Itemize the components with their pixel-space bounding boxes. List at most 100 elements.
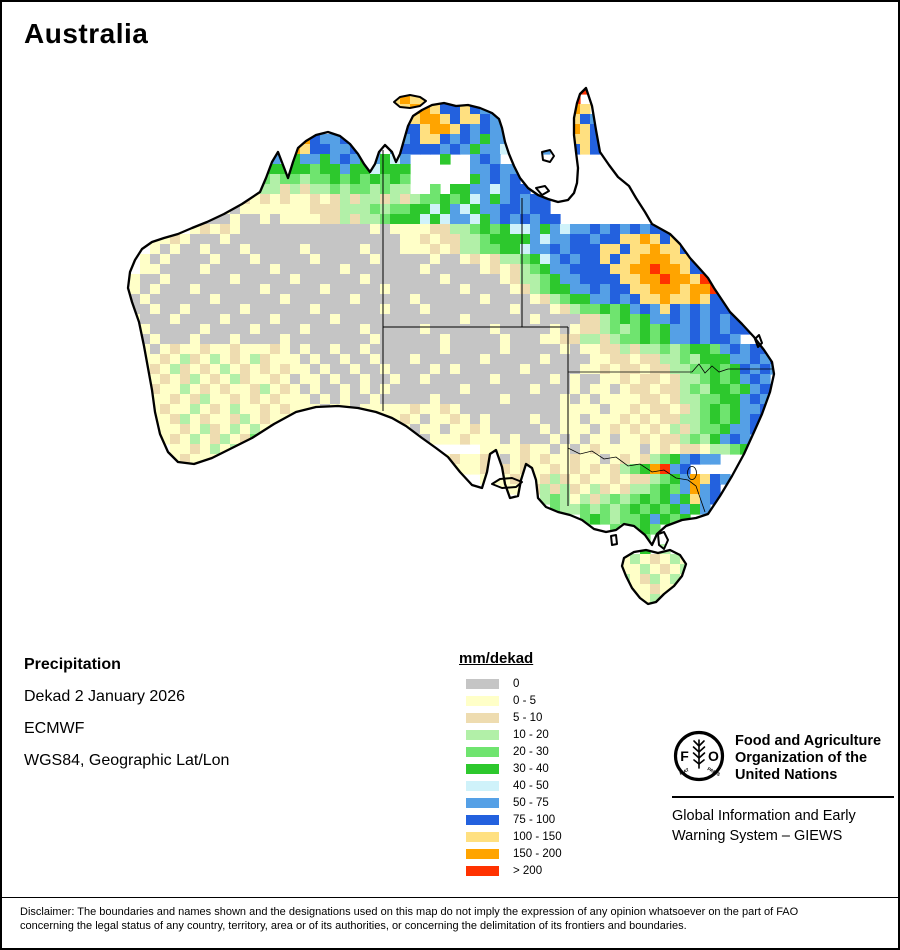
precip-cell	[310, 234, 321, 245]
precip-cell	[430, 434, 441, 445]
precip-cell	[440, 274, 451, 285]
precip-cell	[390, 284, 401, 295]
precip-cell	[270, 184, 281, 195]
precip-cell	[220, 364, 231, 375]
precip-cell	[290, 284, 301, 295]
precip-cell	[460, 354, 471, 365]
precip-cell	[290, 234, 301, 245]
precip-cell	[230, 304, 241, 315]
precip-cell	[640, 294, 651, 305]
precip-cell	[380, 434, 391, 445]
precip-cell	[250, 154, 261, 165]
precip-cell	[630, 304, 641, 315]
precip-cell	[460, 194, 471, 205]
precip-cell	[350, 434, 361, 445]
precip-cell	[480, 384, 491, 395]
precip-cell	[580, 464, 591, 475]
precip-cell	[520, 314, 531, 325]
precip-cell	[150, 284, 161, 295]
precip-cell	[240, 174, 251, 185]
precip-cell	[420, 314, 431, 325]
precip-cell	[230, 364, 241, 375]
precip-cell	[230, 204, 241, 215]
precip-cell	[330, 134, 341, 145]
precip-cell	[700, 274, 711, 285]
precip-cell	[290, 174, 301, 185]
precip-cell	[670, 324, 681, 335]
precip-cell	[300, 354, 311, 365]
precip-cell	[450, 334, 461, 345]
precip-cell	[170, 234, 181, 245]
precip-cell	[390, 254, 401, 265]
disclaimer: Disclaimer: The boundaries and names sho…	[2, 897, 898, 933]
precip-cell	[160, 254, 171, 265]
precip-cell	[150, 294, 161, 305]
precip-cell	[260, 294, 271, 305]
precip-cell	[230, 314, 241, 325]
precip-cell	[580, 294, 591, 305]
precip-cell	[320, 284, 331, 295]
precip-cell	[660, 294, 671, 305]
precip-cell	[660, 344, 671, 355]
precip-cell	[250, 394, 261, 405]
precip-cell	[210, 284, 221, 295]
precip-cell	[510, 384, 521, 395]
precip-cell	[430, 234, 441, 245]
precip-cell	[500, 444, 511, 455]
precip-cell	[300, 284, 311, 295]
precip-cell	[420, 414, 431, 425]
precip-cell	[320, 304, 331, 315]
precip-cell	[660, 434, 671, 445]
precip-cell	[670, 434, 681, 445]
precip-cell	[340, 224, 351, 235]
precip-cell	[550, 284, 561, 295]
precip-cell	[310, 274, 321, 285]
precip-cell	[570, 494, 581, 505]
precip-cell	[210, 374, 221, 385]
precip-cell	[600, 224, 611, 235]
precip-cell	[600, 304, 611, 315]
precip-cell	[200, 184, 211, 195]
precip-cell	[620, 304, 631, 315]
precip-cell	[340, 424, 351, 435]
precip-cell	[510, 434, 521, 445]
precip-cell	[410, 394, 421, 405]
precip-cell	[470, 254, 481, 265]
precip-cell	[180, 404, 191, 415]
precip-cell	[640, 604, 651, 615]
precip-cell	[690, 484, 701, 495]
precip-cell	[430, 134, 441, 145]
precip-cell	[190, 324, 201, 335]
precip-cell	[220, 354, 231, 365]
precip-cell	[470, 224, 481, 235]
precip-cell	[650, 354, 661, 365]
precip-cell	[480, 114, 491, 125]
precip-cell	[450, 294, 461, 305]
precip-cell	[710, 334, 721, 345]
precip-cell	[570, 464, 581, 475]
precip-cell	[490, 154, 501, 165]
precip-cell	[210, 234, 221, 245]
precip-cell	[550, 484, 561, 495]
precip-cell	[390, 334, 401, 345]
precip-cell	[490, 424, 501, 435]
precip-cell	[260, 304, 271, 315]
precip-cell	[250, 244, 261, 255]
precip-cell	[490, 254, 501, 265]
precip-cell	[610, 484, 621, 495]
precip-cell	[240, 234, 251, 245]
precip-cell	[540, 424, 551, 435]
precip-cell	[230, 164, 241, 175]
precip-cell	[560, 244, 571, 255]
precip-cell	[620, 434, 631, 445]
precip-cell	[300, 314, 311, 325]
precip-cell	[360, 134, 371, 145]
precip-cell	[610, 304, 621, 315]
precip-cell	[620, 374, 631, 385]
precip-cell	[490, 314, 501, 325]
legend-swatch	[466, 797, 499, 808]
precip-cell	[340, 214, 351, 225]
precip-cell	[160, 234, 171, 245]
precip-cell	[340, 304, 351, 315]
precip-cell	[400, 194, 411, 205]
